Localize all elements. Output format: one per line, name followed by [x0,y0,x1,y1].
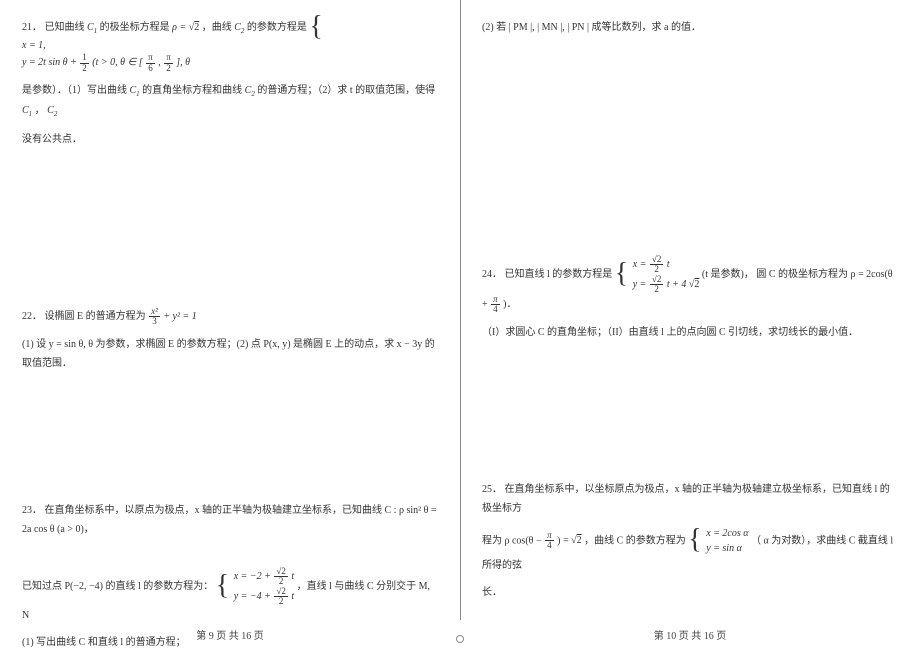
problem-21-line2: 是参数）．（1）写出曲线 C1 的直角坐标方程和曲线 C2 的普通方程；（2）求… [22,81,438,122]
problem-23-part2: (2) 若 | PM |, | MN |, | PN | 成等比数列，求 a 的… [482,18,898,37]
t: 的参数方程是 [247,22,307,33]
cases-24: x = √22 t y = √22 t + 4 2 [633,255,700,295]
problem-22: 22． 设椭圆 E 的普通方程为 x²3 + y² = 1 [22,307,438,327]
p22-num: 22． [22,311,42,322]
t: C1 [87,22,97,33]
spacer [22,547,438,567]
spacer [22,157,438,307]
page-footer-left: 第 9 页 共 16 页 [0,627,460,642]
frac: x²3 [149,307,160,327]
p24-num: 24． [482,269,502,280]
page-left: 21． 已知曲线 C1 的极坐标方程是 ρ = 2 ，曲线 C2 的参数方程是 … [0,0,460,650]
brace-icon: { [309,19,322,36]
spacer [22,381,438,501]
t: 已知曲线 [45,22,85,33]
brace-icon: { [688,532,701,549]
t: ρ = [172,22,189,33]
cases-21: x = 1, y = 2t sin θ + 12 (t > 0, θ ∈ [ π… [22,38,190,73]
problem-24-line2: （I）求圆心 C 的直角坐标；（II）由直线 l 上的点向圆 C 引切线，求切线… [482,323,898,342]
sqrt-icon: 2 [571,531,582,550]
cases-23: x = −2 + √22 t y = −4 + √22 t [234,567,294,607]
problem-23: 23． 在直角坐标系中，以原点为极点，x 轴的正半轴为极轴建立坐标系，已知曲线 … [22,501,438,539]
t: C2 [234,22,244,33]
problem-22-line2: (1) 设 y = sin θ, θ 为参数，求椭圆 E 的参数方程；(2) 点… [22,335,438,373]
sqrt-icon: 2 [189,18,200,37]
problem-24: 24． 已知直线 l 的参数方程是 { x = √22 t y = √22 t … [482,255,898,315]
problem-25-line2: 程为 ρ cos(θ − π4 ) = 2 ，曲线 C 的参数方程为 { x =… [482,526,898,575]
problem-25: 25． 在直角坐标系中，以坐标原点为极点，x 轴的正半轴为极轴建立极坐标系，已知… [482,480,898,518]
spacer [482,350,898,480]
p23-num: 23． [22,505,42,516]
page-footer-right: 第 10 页 共 16 页 [460,627,920,642]
problem-21: 21． 已知曲线 C1 的极坐标方程是 ρ = 2 ，曲线 C2 的参数方程是 … [22,18,438,73]
p25-num: 25． [482,484,502,495]
p21-num: 21． [22,22,42,33]
problem-23-line2: 已知过点 P(−2, −4) 的直线 l 的参数方程为： { x = −2 + … [22,567,438,626]
page-right: (2) 若 | PM |, | MN |, | PN | 成等比数列，求 a 的… [460,0,920,650]
sqrt-icon: 2 [689,277,700,292]
brace-icon: { [615,266,628,283]
spacer [482,45,898,255]
problem-21-line3: 没有公共点． [22,130,438,149]
t: 的极坐标方程是 [100,22,170,33]
brace-icon: { [216,578,229,595]
cases-25: x = 2cos α y = sin α [706,526,748,556]
problem-25-line3: 长． [482,583,898,602]
t: ，曲线 [202,22,232,33]
